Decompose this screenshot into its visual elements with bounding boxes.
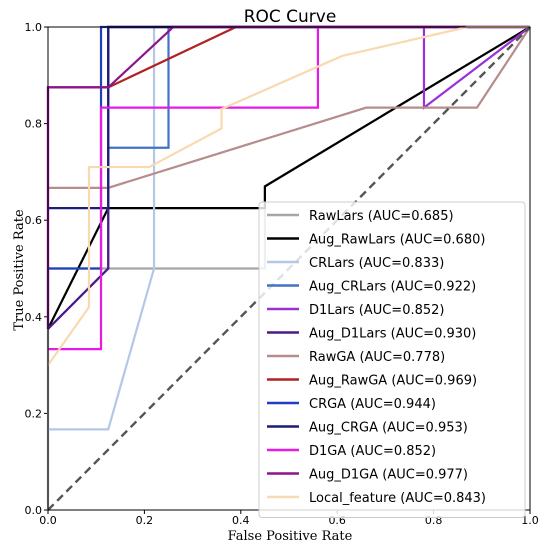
- legend: RawLars (AUC=0.685) Aug_RawLars (AUC=0.68…: [258, 201, 526, 518]
- x-tick-label: 0.2: [136, 514, 154, 527]
- legend-label: Aug_RawGA (AUC=0.969): [309, 374, 477, 389]
- legend-label: CRLars (AUC=0.833): [309, 256, 444, 271]
- chart-title: ROC Curve: [244, 7, 337, 27]
- x-tick-label: 0.0: [39, 514, 57, 527]
- y-tick-label: 0.2: [25, 407, 43, 420]
- y-tick-label: 0.0: [25, 504, 43, 517]
- y-tick-label: 0.4: [25, 311, 43, 324]
- legend-label: CRGA (AUC=0.944): [309, 397, 436, 412]
- legend-label: Aug_CRGA (AUC=0.953): [309, 421, 468, 436]
- legend-label: Aug_D1Lars (AUC=0.930): [309, 327, 476, 342]
- y-axis-label: True Positive Rate: [12, 209, 27, 331]
- legend-label: RawGA (AUC=0.778): [309, 350, 445, 365]
- legend-box: [258, 201, 526, 518]
- roc-series-line: [47, 25, 530, 366]
- x-tick-label: 1.0: [521, 514, 539, 527]
- legend-label: Aug_CRLars (AUC=0.922): [309, 280, 476, 295]
- x-tick-label: 0.4: [232, 514, 250, 527]
- legend-label: Local_feature (AUC=0.843): [309, 491, 486, 506]
- y-tick-label: 0.8: [25, 118, 43, 131]
- legend-label: Aug_RawLars (AUC=0.680): [309, 233, 485, 248]
- roc-series-line: [48, 25, 530, 210]
- legend-label: D1Lars (AUC=0.852): [309, 303, 444, 318]
- legend-label: RawLars (AUC=0.685): [309, 209, 454, 224]
- x-axis-label: False Positive Rate: [228, 529, 353, 544]
- legend-label: Aug_D1GA (AUC=0.977): [309, 468, 468, 483]
- legend-label: D1GA (AUC=0.852): [309, 444, 436, 459]
- y-tick-label: 1.0: [25, 21, 43, 34]
- y-tick-label: 0.6: [25, 214, 43, 227]
